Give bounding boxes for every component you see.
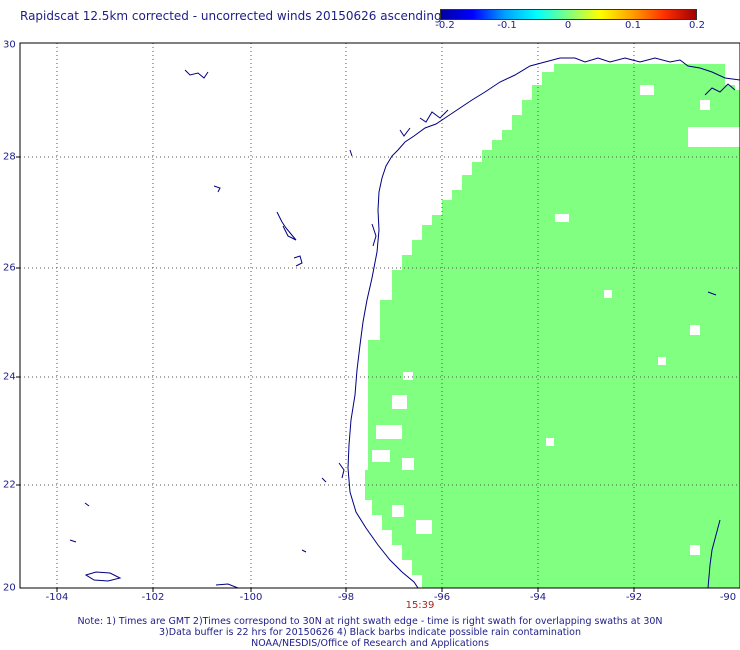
lat-label: 28: [3, 151, 16, 163]
swath-gaps: [372, 85, 740, 555]
graticule: [20, 43, 740, 588]
colorbar-tick: -0.1: [497, 20, 517, 31]
lon-label: -90: [719, 592, 737, 603]
wind-swath: [365, 64, 740, 588]
lon-label: -104: [45, 592, 69, 603]
colorbar-tick: 0.2: [689, 20, 705, 31]
map-frame: [19, 42, 740, 589]
lat-label: 22: [3, 479, 16, 491]
axis-ticks: [16, 156, 635, 592]
map-title: Rapidscat 12.5km corrected - uncorrected…: [20, 9, 442, 23]
lon-label: -96: [433, 592, 451, 603]
lon-label: -102: [141, 592, 165, 603]
lat-label: 24: [3, 371, 16, 383]
colorbar: [440, 9, 697, 20]
coastline: [347, 57, 740, 588]
swath-time-label: 15:39: [405, 600, 435, 611]
lat-label: 26: [3, 262, 16, 274]
footnote-line-3: NOAA/NESDIS/Office of Research and Appli…: [251, 638, 489, 649]
lon-label: -100: [239, 592, 263, 603]
lat-label: 30: [3, 39, 16, 51]
lat-label: 20: [3, 582, 16, 594]
lon-label: -98: [337, 592, 355, 603]
footnote-line-2: 3)Data buffer is 22 hrs for 20150626 4) …: [159, 627, 581, 638]
footnote-line-1: Note: 1) Times are GMT 2)Times correspon…: [77, 616, 663, 627]
colorbar-tick: 0.1: [625, 20, 641, 31]
colorbar-tick: -0.2: [435, 20, 455, 31]
lon-label: -92: [625, 592, 643, 603]
lon-label: -94: [529, 592, 547, 603]
colorbar-tick: 0: [564, 20, 572, 31]
inland-features: [69, 69, 717, 588]
